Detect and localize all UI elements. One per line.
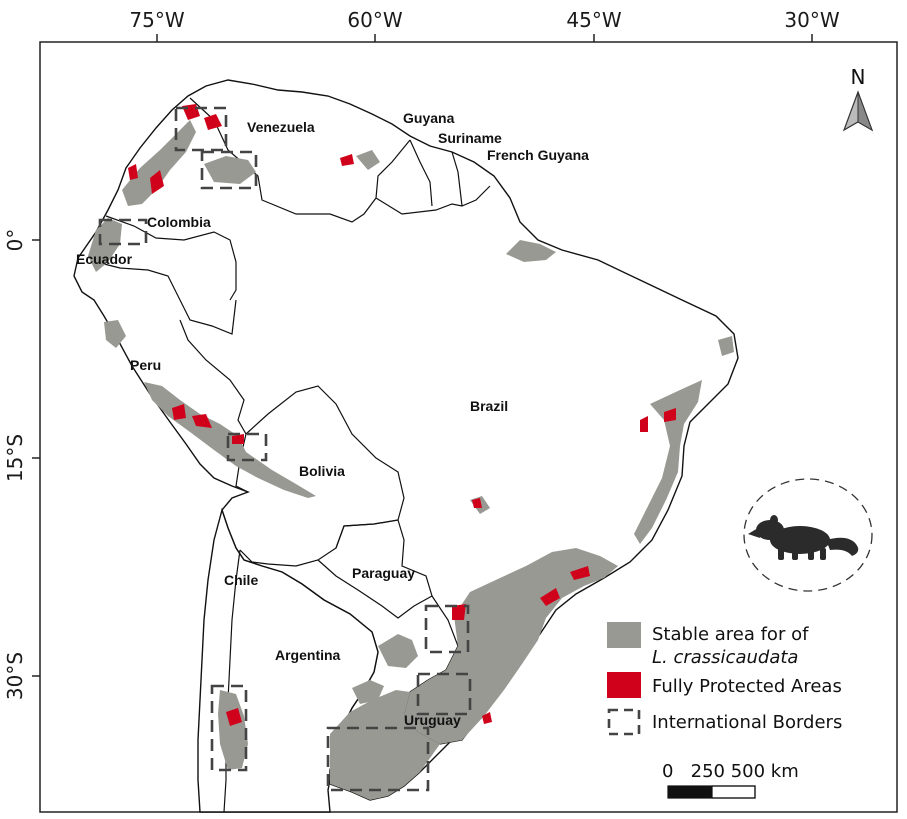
label-argentina: Argentina: [275, 647, 341, 663]
protected-area: [640, 416, 648, 432]
country-labels: Venezuela Guyana Suriname French Guyana …: [76, 110, 589, 728]
stable-area-colombia-andes: [122, 120, 196, 206]
label-venezuela: Venezuela: [247, 119, 315, 135]
protected-area: [340, 154, 354, 166]
protected-area: [172, 404, 186, 420]
stable-area-chaco: [352, 680, 384, 704]
legend-swatch-international-borders: [607, 708, 641, 736]
label-french-guyana: French Guyana: [487, 147, 589, 163]
legend-label-stable-area-line1: Stable area for of: [652, 624, 809, 645]
protected-area: [570, 566, 590, 580]
north-label: N: [851, 65, 866, 89]
stable-area-venezuela-coast: [356, 150, 380, 170]
latitude-axis-left: 0° 15°S 30°S: [3, 229, 40, 700]
label-brazil: Brazil: [470, 398, 508, 414]
protected-area: [472, 498, 482, 508]
stable-area-chile-south: [218, 690, 248, 770]
label-suriname: Suriname: [438, 130, 502, 146]
protected-area: [482, 712, 492, 724]
border-box-uruguay-argentina: [326, 726, 430, 792]
stable-area-brazil-north-coast: [718, 336, 734, 356]
lat-tick-30s: 30°S: [3, 652, 27, 700]
protected-area: [128, 164, 138, 180]
protected-area: [232, 434, 244, 444]
stable-area-argentina-patch: [378, 634, 418, 668]
species-icon-group: [743, 478, 873, 592]
international-border-boxes: [98, 106, 472, 792]
stable-area-colombia-east: [204, 156, 256, 184]
lat-tick-15s: 15°S: [3, 434, 27, 482]
border-box-argentina-brazil: [424, 604, 470, 654]
protected-area: [664, 408, 676, 422]
longitude-axis-top: 75°W 60°W 45°W 30°W: [129, 8, 840, 42]
lon-tick-75w: 75°W: [129, 8, 184, 32]
border-box-colombia-ecuador: [98, 218, 148, 246]
legend-label-international-borders: International Borders: [652, 712, 842, 733]
border-box-chile-argentina: [210, 684, 248, 772]
stable-area-brazil-ne: [506, 240, 556, 262]
protected-area: [452, 604, 466, 620]
stable-area-layer: [88, 120, 734, 800]
lon-tick-60w: 60°W: [347, 8, 402, 32]
border-box-colombia-east: [200, 150, 258, 190]
protected-area: [226, 708, 242, 726]
label-guyana: Guyana: [403, 110, 455, 126]
lon-tick-30w: 30°W: [784, 8, 839, 32]
protected-area: [540, 588, 560, 606]
stable-area-ecuador: [88, 218, 122, 272]
border-box-peru-bolivia: [226, 432, 268, 462]
stable-area-argentina-south: [330, 690, 440, 800]
legend-label-protected-areas: Fully Protected Areas: [652, 676, 842, 697]
opossum-silhouette-icon: [748, 515, 859, 560]
lat-tick-0: 0°: [3, 229, 27, 252]
legend-swatch-protected-areas: [607, 672, 641, 698]
label-bolivia: Bolivia: [299, 463, 345, 479]
legend-swatch-stable-area: [607, 622, 641, 648]
label-uruguay: Uruguay: [404, 712, 461, 728]
protected-area: [150, 170, 164, 194]
stable-area-brazil-coast-east: [634, 380, 702, 544]
label-ecuador: Ecuador: [76, 251, 133, 267]
label-chile: Chile: [224, 572, 258, 588]
stable-area-peru-south: [144, 382, 316, 498]
border-box-brazil-uruguay: [416, 672, 472, 716]
lon-tick-45w: 45°W: [566, 8, 621, 32]
scale-bar-label: 0 250 500 km: [662, 761, 799, 782]
border-box-venezuela-colombia: [174, 106, 228, 152]
stable-area-peru-north: [104, 320, 126, 348]
protected-area: [204, 114, 222, 130]
label-paraguay: Paraguay: [352, 565, 415, 581]
protected-area: [192, 414, 212, 428]
label-peru: Peru: [130, 357, 161, 373]
north-arrow: N: [842, 65, 874, 132]
legend-label-stable-area-line2: L. crassicaudata: [652, 647, 798, 668]
scale-bar: 0 250 500 km: [662, 761, 799, 799]
stable-area-southern-brazil: [404, 548, 618, 744]
legend: Stable area for of L. crassicaudata Full…: [607, 622, 842, 736]
label-colombia: Colombia: [147, 214, 211, 230]
